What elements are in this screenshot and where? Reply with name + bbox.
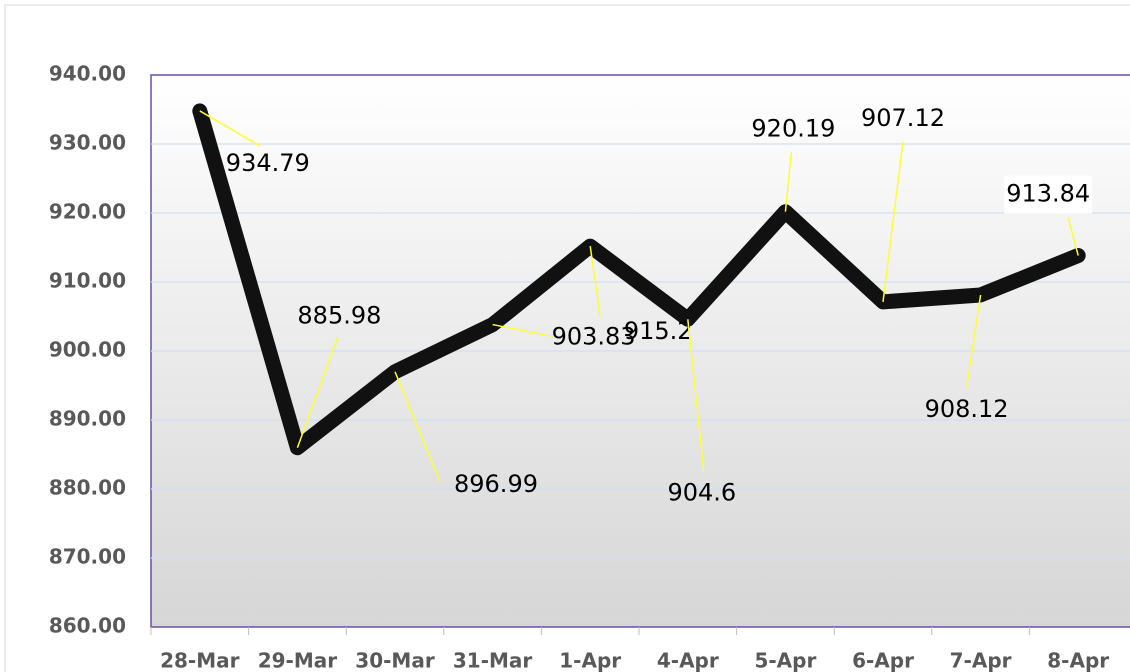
x-tick-label: 8-Apr [1047,649,1109,672]
y-tick-label: 920.00 [49,200,126,224]
x-tick-label: 6-Apr [852,649,914,672]
leader-line [492,323,553,338]
label-box [1004,175,1093,214]
leader-line [394,371,441,483]
y-tick-label: 930.00 [49,131,126,155]
y-tick-label: 870.00 [49,545,126,569]
y-tick-label: 900.00 [49,338,126,362]
x-tick-label: 30-Mar [355,649,435,672]
leader-line [296,337,339,448]
x-tick-label: 31-Mar [453,649,533,672]
leader-line [687,319,705,472]
data-label: 896.99 [454,470,538,498]
data-label: 907.12 [861,104,945,132]
x-tick-label: 5-Apr [754,649,816,672]
data-label: 908.12 [925,395,1009,423]
x-tick-label: 29-Mar [258,649,338,672]
leader-line [1067,217,1079,256]
x-tick-label: 4-Apr [657,649,719,672]
data-label: 913.84 [1006,180,1090,208]
leader-line [199,110,261,147]
leader-line [784,151,793,212]
y-tick-label: 910.00 [49,269,126,293]
data-label: 915.2 [624,317,693,345]
leader-line [589,246,601,317]
y-tick-label: 890.00 [49,407,126,431]
x-tick-label: 28-Mar [160,649,240,672]
data-label: 885.98 [297,302,381,330]
leader-line [965,294,982,388]
y-tick-label: 880.00 [49,476,126,500]
x-tick-label: 7-Apr [950,649,1012,672]
y-tick-label: 860.00 [49,614,126,638]
data-label: 934.79 [226,149,310,177]
y-tick-label: 940.00 [49,62,126,86]
data-label: 903.83 [552,323,636,351]
data-label: 920.19 [751,115,835,143]
line-series [192,103,1086,456]
data-label: 904.6 [667,478,736,506]
x-tick-label: 1-Apr [559,649,621,672]
leader-line [882,141,904,302]
